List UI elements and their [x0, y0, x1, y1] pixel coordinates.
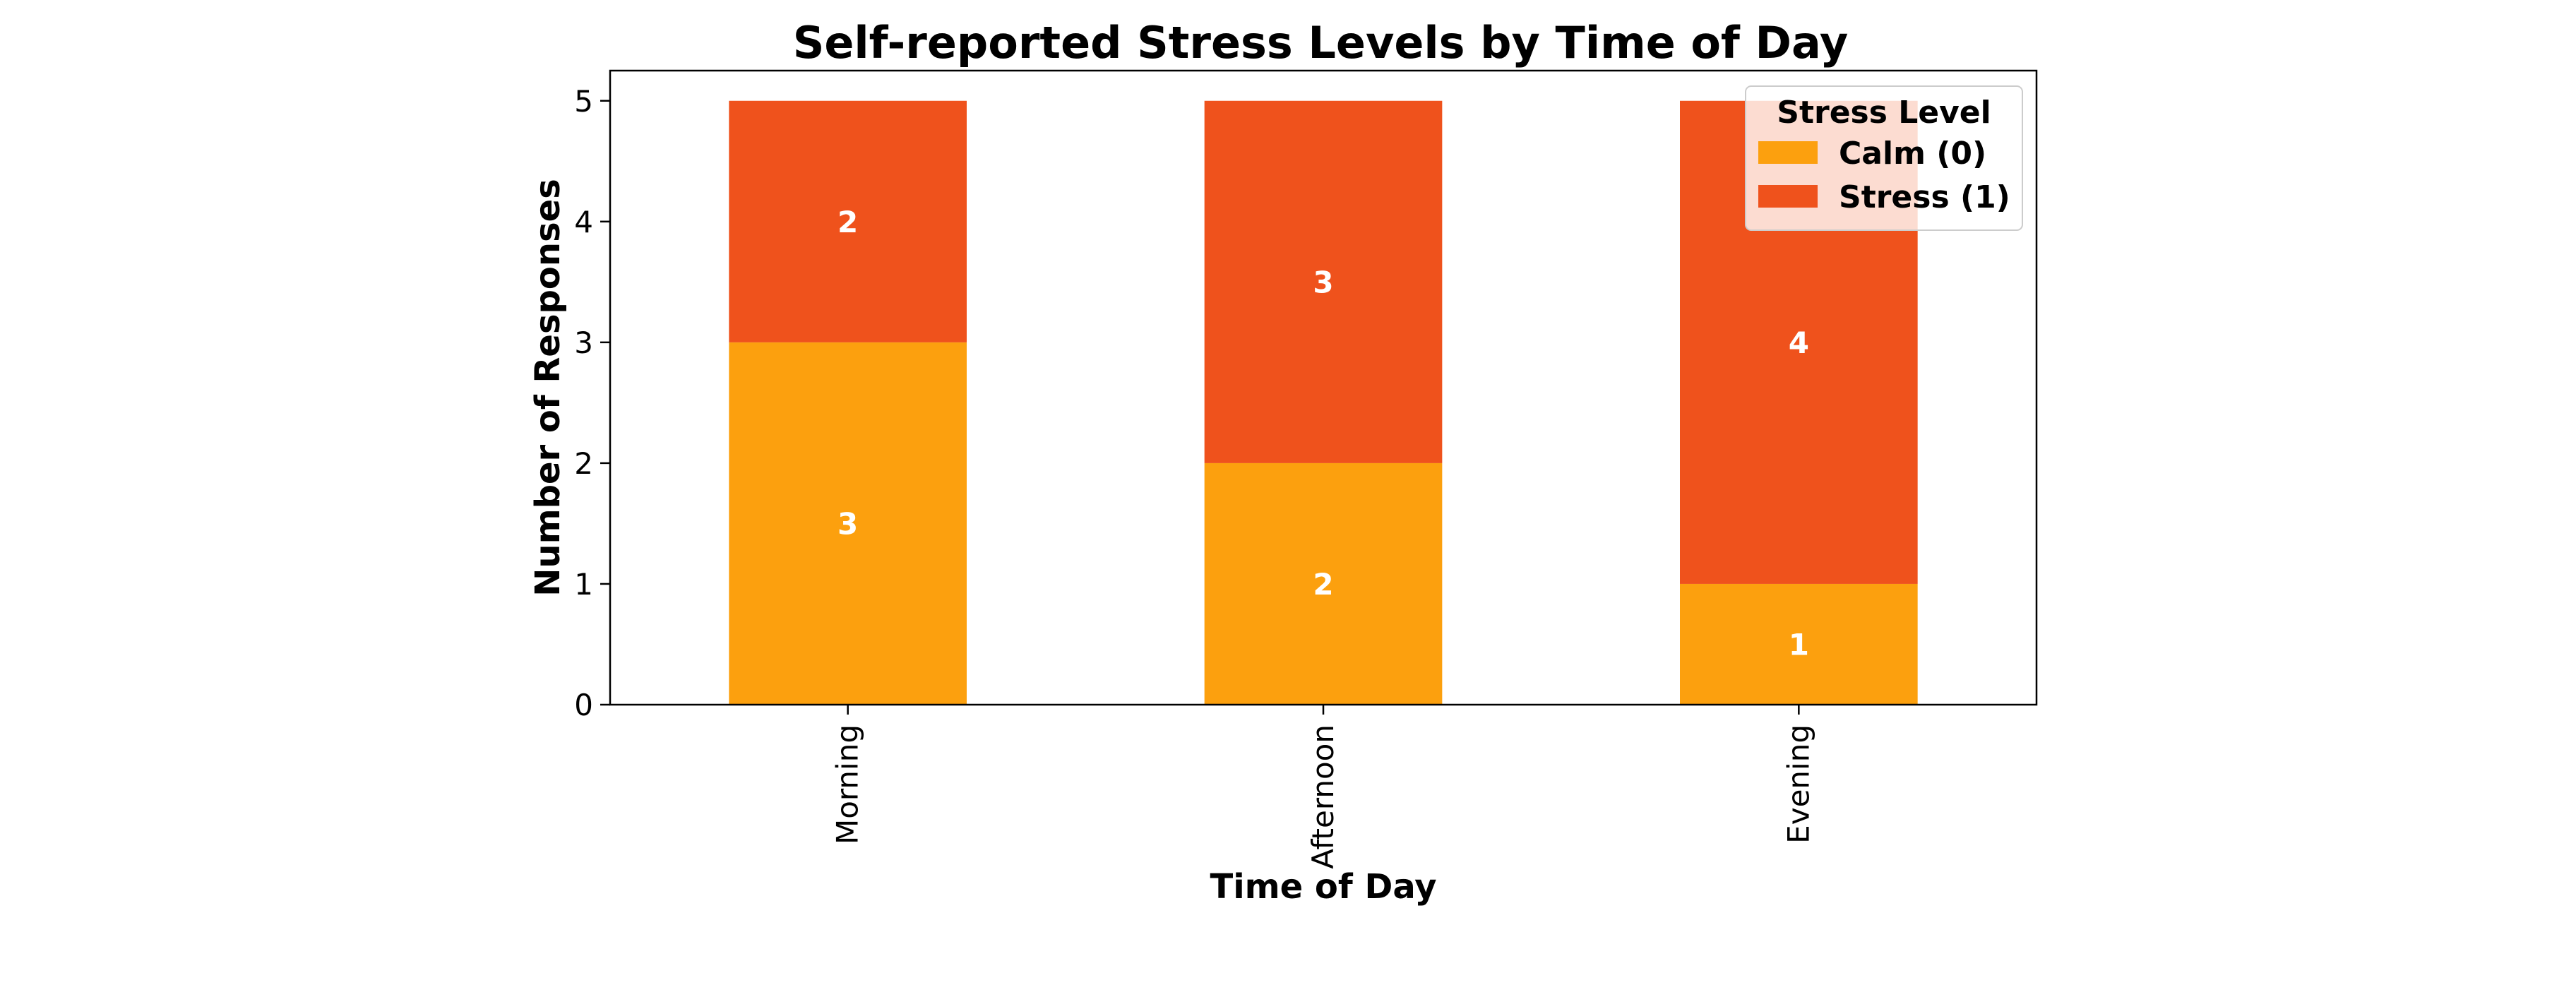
bar-evening-calm-0 — [1680, 583, 1918, 705]
bar-afternoon-stress-1 — [1204, 100, 1443, 463]
bar-morning-stress-1 — [729, 100, 967, 342]
chart-title: Self-reported Stress Levels by Time of D… — [793, 17, 1849, 68]
legend-swatch-calm-0 — [1758, 141, 1818, 164]
x-tick-label-afternoon: Afternoon — [1306, 724, 1340, 869]
y-tick-label-3: 3 — [574, 326, 593, 360]
y-axis: 0 1 2 3 4 5 — [574, 84, 610, 722]
x-tick-label-evening: Evening — [1781, 724, 1815, 844]
x-axis-label: Time of Day — [1210, 867, 1436, 907]
x-axis: Morning Afternoon Evening — [830, 705, 1815, 869]
bar-label-afternoon-calm-0: 2 — [1313, 567, 1333, 602]
y-tick-label-2: 2 — [574, 446, 593, 481]
legend-label-calm-0: Calm (0) — [1839, 136, 1986, 172]
bar-label-evening-stress-1: 4 — [1789, 326, 1809, 360]
bar-label-morning-stress-1: 2 — [837, 205, 858, 239]
legend-items: Calm (0) Stress (1) — [1758, 136, 2010, 215]
bar-labels-group: 3 2 2 3 1 4 — [837, 205, 1809, 662]
legend-label-stress-1: Stress (1) — [1839, 179, 2010, 215]
legend-title: Stress Level — [1777, 95, 1991, 131]
bar-label-afternoon-stress-1: 3 — [1313, 265, 1333, 299]
legend-swatch-stress-1 — [1758, 185, 1818, 208]
bars-group — [729, 100, 1918, 705]
bar-morning-calm-0 — [729, 342, 967, 705]
bar-label-morning-calm-0: 3 — [837, 506, 858, 541]
y-tick-label-1: 1 — [574, 567, 593, 602]
bar-label-evening-calm-0: 1 — [1789, 627, 1809, 662]
y-tick-label-0: 0 — [574, 688, 593, 722]
x-tick-label-morning: Morning — [830, 724, 865, 844]
y-tick-label-5: 5 — [574, 84, 593, 119]
bar-afternoon-calm-0 — [1204, 462, 1443, 705]
y-tick-label-4: 4 — [574, 205, 593, 239]
legend: Stress Level Calm (0) Stress (1) — [1745, 85, 2023, 231]
y-axis-label: Number of Responses — [528, 179, 568, 597]
